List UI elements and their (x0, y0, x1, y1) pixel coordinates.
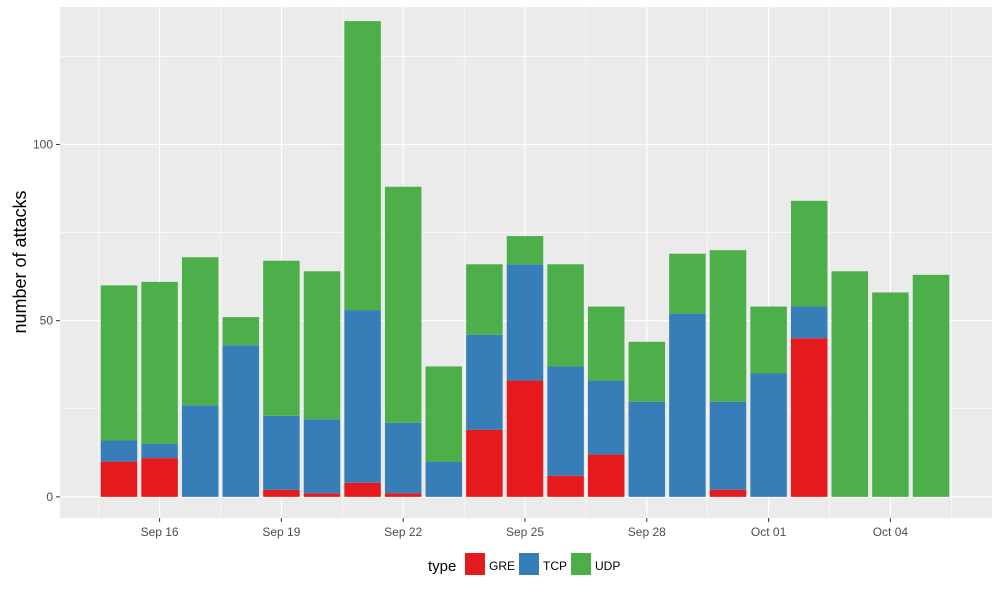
y-tick-label: 100 (33, 137, 53, 151)
bar-segment-udp (141, 281, 178, 444)
legend-key-udp (571, 553, 591, 575)
bar-segment-udp (181, 257, 219, 406)
bar-segment-udp (100, 285, 138, 441)
x-tick-label: Sep 25 (506, 525, 544, 539)
bar-segment-udp (263, 260, 300, 416)
bar-segment-udp (547, 264, 584, 367)
bar-segment-udp (709, 250, 747, 402)
x-tick-label: Sep 22 (384, 525, 422, 539)
legend: type GRE TCP UDP (428, 553, 620, 575)
bar-segment-udp (344, 21, 381, 311)
bar-segment-tcp (141, 443, 178, 459)
legend-label-udp: UDP (595, 559, 620, 573)
bar-segment-tcp (303, 419, 341, 494)
bar-segment-udp (384, 186, 422, 423)
legend-label-tcp: TCP (543, 559, 567, 573)
x-tick-label: Sep 28 (628, 525, 666, 539)
bar-segment-gre (709, 489, 747, 497)
y-axis-title: number of attacks (10, 190, 30, 333)
bar-segment-tcp (466, 334, 503, 430)
bar-segment-tcp (709, 401, 747, 490)
bar-segment-gre (263, 489, 300, 497)
bar-segment-tcp (344, 310, 381, 483)
bar-segment-udp (628, 341, 666, 402)
x-tick-label: Oct 01 (751, 525, 787, 539)
bar-segment-gre (303, 493, 341, 497)
y-tick-label: 50 (40, 314, 54, 328)
grid-minor (60, 7, 992, 518)
bar-segment-tcp (790, 306, 828, 339)
bar-segment-udp (466, 264, 503, 335)
bar-segment-udp (831, 271, 869, 497)
bar-segment-gre (547, 475, 584, 497)
bar-segment-tcp (222, 345, 260, 497)
bar-segment-tcp (181, 405, 219, 497)
bar-segment-tcp (425, 461, 463, 497)
bar-segment-gre (100, 461, 138, 497)
bar-segment-gre (466, 429, 503, 497)
bar-segment-tcp (506, 264, 544, 381)
bar-segment-udp (790, 200, 828, 307)
bar-segment-udp (750, 306, 787, 374)
bar-segment-tcp (547, 366, 584, 476)
bars (100, 21, 950, 497)
bar-segment-udp (506, 236, 544, 265)
y-tick-label: 0 (46, 490, 53, 504)
bar-segment-tcp (100, 440, 138, 462)
bar-segment-tcp (669, 313, 706, 497)
bar-segment-gre (506, 380, 544, 497)
bar-segment-udp (425, 366, 463, 462)
bar-segment-gre (587, 454, 625, 497)
bar-segment-udp (669, 253, 706, 314)
legend-title: type (428, 558, 456, 575)
bar-segment-gre (141, 458, 178, 497)
bar-segment-tcp (628, 401, 666, 497)
bar-segment-tcp (384, 422, 422, 494)
bar-segment-tcp (750, 373, 787, 497)
bar-segment-gre (384, 493, 422, 497)
y-axis: 0 50 100 (33, 137, 60, 504)
bar-segment-tcp (263, 415, 300, 490)
x-tick-label: Sep 19 (262, 525, 300, 539)
bar-segment-udp (872, 292, 909, 497)
x-axis: Sep 16 Sep 19 Sep 22 Sep 25 Sep 28 Oct 01 Oct … (141, 518, 909, 539)
legend-label-gre: GRE (489, 559, 515, 573)
bar-segment-udp (912, 274, 950, 497)
bar-segment-udp (222, 317, 260, 346)
bar-segment-udp (587, 306, 625, 381)
bar-segment-gre (344, 482, 381, 497)
bar-segment-tcp (587, 380, 625, 455)
bar-segment-udp (303, 271, 341, 420)
legend-key-gre (465, 553, 485, 575)
bar-segment-gre (790, 338, 828, 497)
x-tick-label: Sep 16 (141, 525, 179, 539)
legend-key-tcp (519, 553, 539, 575)
x-tick-label: Oct 04 (873, 525, 909, 539)
